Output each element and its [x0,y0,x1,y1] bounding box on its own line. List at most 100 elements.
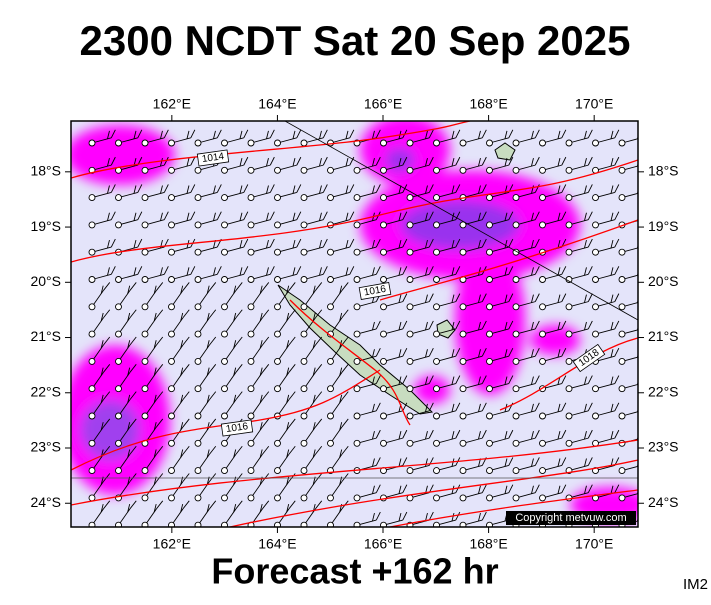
barb-feather [269,266,275,275]
barb-feather [584,239,587,249]
station [194,467,202,475]
barb-feather [372,403,375,412]
station [168,412,175,420]
barb-feather [319,212,322,221]
station [327,521,334,527]
station [486,357,493,365]
barb-feather [428,238,434,248]
barb-feather [584,321,587,331]
station [300,166,308,174]
barb-feather [296,266,302,275]
barb-feather [668,485,672,493]
barb-feather [557,239,561,249]
barb-feather [557,458,561,467]
barb-shaft [649,247,668,252]
station [486,166,493,174]
barb-feather [239,185,243,194]
barb-feather [508,457,514,466]
station [327,276,334,283]
barb-feather [312,449,316,458]
station [512,276,520,283]
station [115,194,122,202]
barb-feather [402,211,408,220]
station [221,521,228,527]
station [194,139,202,147]
station [353,221,361,229]
barb-feather [561,156,567,166]
barb-feather [455,266,461,275]
barb-feather [375,402,381,412]
barb-feather [100,367,104,376]
barb-feather [478,349,481,358]
station [592,330,599,338]
barb-feather [478,431,481,440]
station [592,139,599,147]
barb-feather [587,184,593,193]
station [327,439,334,447]
barb-feather [455,320,461,330]
station [194,521,202,527]
barb-feather [504,158,508,167]
barb-feather [428,348,434,357]
station [646,522,652,528]
barb-feather [610,185,614,194]
barb-feather [531,185,534,194]
barb-feather [481,320,487,330]
barb-feather [182,364,190,373]
barb-feather [398,267,402,276]
station [512,385,520,393]
station [115,276,122,283]
barb-feather [584,458,587,467]
barb-feather [288,418,296,428]
station [380,521,387,527]
barb-feather [372,239,375,249]
barb-feather [451,403,455,412]
station [433,330,440,338]
barb-feather [296,211,302,220]
barb-feather [322,266,328,275]
barb-feather [531,376,534,385]
station [406,330,414,338]
station [433,276,440,283]
barb-feather [315,391,323,400]
station [115,221,122,229]
station [274,221,281,229]
barb-feather [190,129,196,139]
station [512,166,520,174]
lat-label: 21°S [30,328,61,344]
barb-feather [243,266,249,275]
barb-feather [375,156,381,166]
isobar-label-box [572,343,606,373]
barb-feather [110,156,116,166]
barb-feather [641,294,645,302]
station [646,195,652,201]
barb-feather [100,503,104,513]
barb-feather [375,484,381,493]
station [88,276,96,283]
barb-feather [584,185,587,194]
barb-feather [182,309,190,318]
barb-feather [206,422,210,431]
barb-feather [372,349,375,358]
station [88,357,96,365]
barb-feather [614,293,620,302]
barb-feather [425,376,428,385]
barb-feather [182,445,190,455]
barb-feather [614,184,620,193]
barb-feather [425,294,428,303]
barb-feather [103,282,111,291]
barb-feather [375,266,381,275]
barb-feather [213,185,216,194]
barb-feather [375,348,381,357]
barb-feather [508,293,514,302]
barb-feather [372,376,375,385]
station [380,276,387,283]
barb-feather [398,294,402,303]
barb-feather [425,239,428,249]
barb-feather [190,211,196,220]
barb-feather [425,158,428,167]
barb-feather [233,503,237,513]
barb-feather [584,212,587,221]
barb-feather [339,285,343,294]
station [406,139,414,147]
